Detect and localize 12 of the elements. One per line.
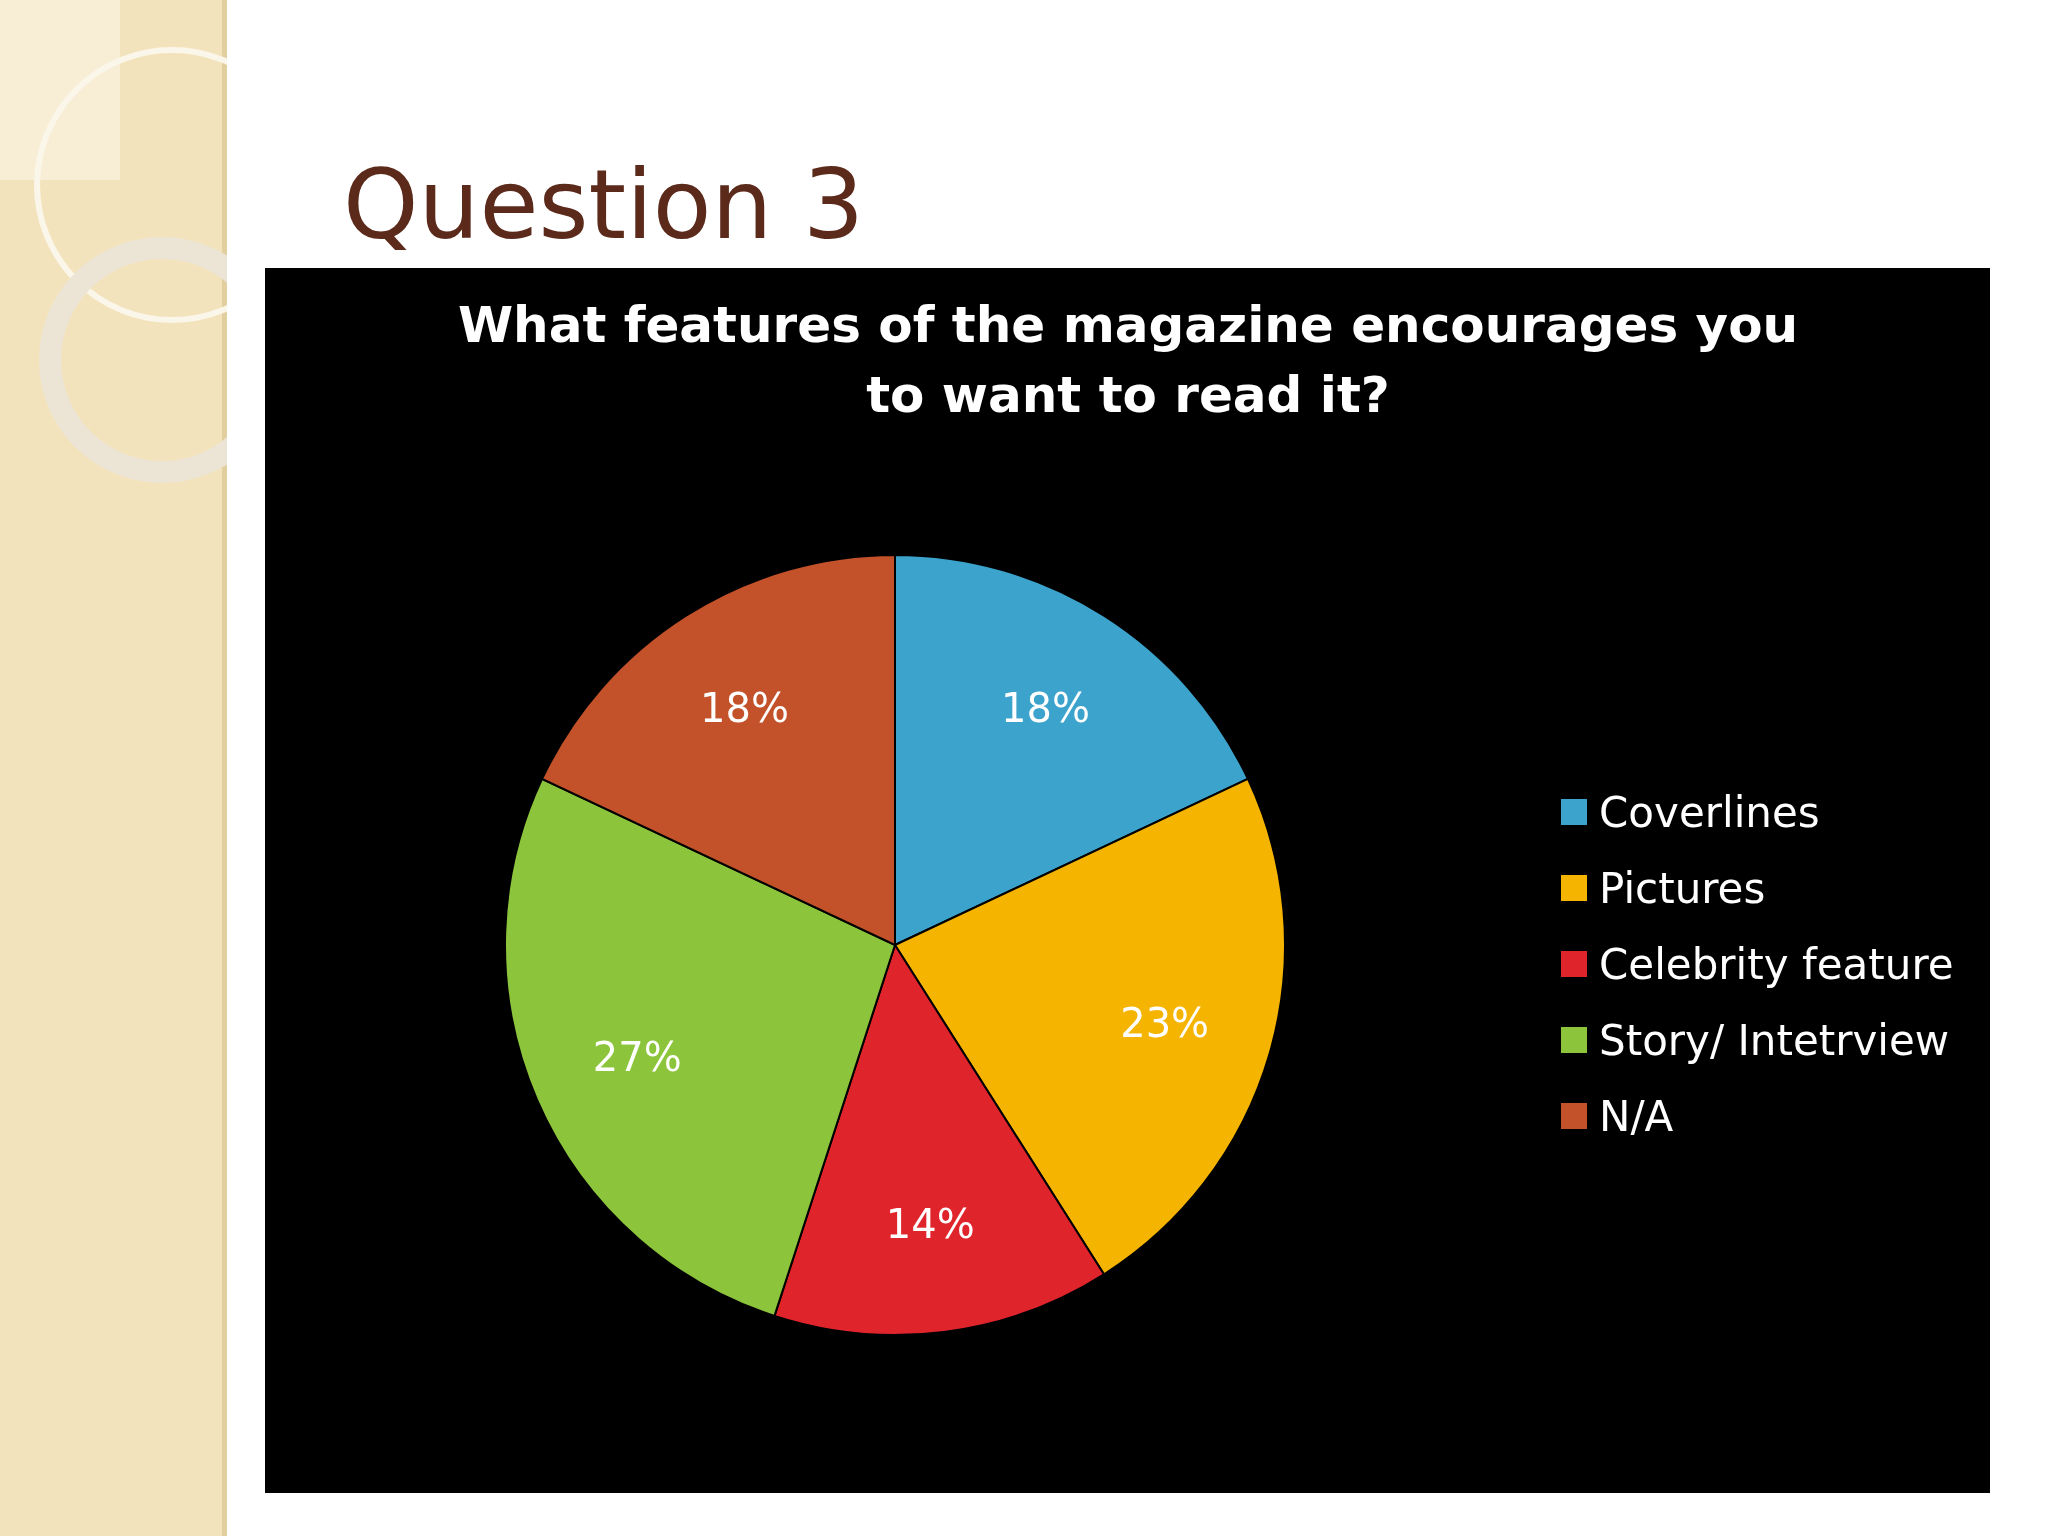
data-label: 14%: [885, 1200, 975, 1247]
legend-label: Celebrity feature: [1599, 939, 1954, 989]
legend-label: Coverlines: [1599, 787, 1820, 837]
chart-subtitle: What features of the magazine encourages you to want to read it?: [457, 296, 1799, 424]
legend-label: N/A: [1599, 1091, 1674, 1141]
data-label: 23%: [1120, 1000, 1210, 1047]
data-label: 27%: [592, 1033, 682, 1080]
legend-label: Pictures: [1599, 863, 1766, 913]
legend-label: Story/ Intetrview: [1599, 1015, 1950, 1065]
chart-title: Question 3: [343, 149, 864, 261]
data-label: 18%: [1001, 684, 1090, 731]
data-label: 18%: [700, 684, 789, 731]
